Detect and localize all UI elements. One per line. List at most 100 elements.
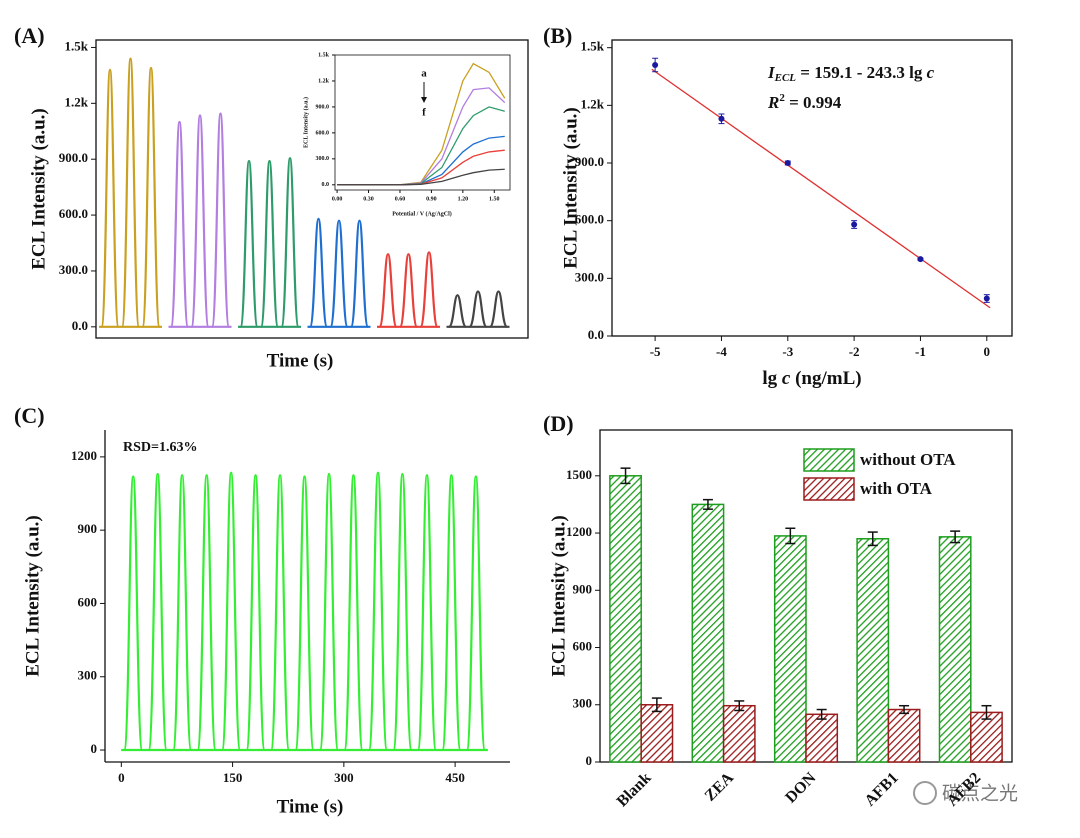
x-tick-label: 0.30 <box>363 196 374 202</box>
y-tick-label: 1.5k <box>65 38 89 53</box>
x-tick-label: 0 <box>984 344 991 359</box>
y-tick-label: 900.0 <box>59 150 88 165</box>
peak <box>141 66 161 328</box>
y-axis-label: ECL Intensity (a.u.) <box>560 107 581 269</box>
legend-label: without OTA <box>860 450 956 469</box>
y-tick-label: 900 <box>573 581 593 596</box>
peak <box>343 474 364 752</box>
y-tick-label: 1500 <box>566 467 592 482</box>
peak <box>392 472 413 752</box>
bar <box>938 536 972 763</box>
peak <box>349 219 370 328</box>
plot-frame <box>334 54 511 191</box>
y-tick-label: 600.0 <box>575 212 604 227</box>
peak <box>488 290 509 328</box>
y-tick-label: 300 <box>78 668 98 683</box>
y-tick-label: 1200 <box>71 448 97 463</box>
y-tick-label: 0.0 <box>72 318 88 333</box>
x-tick-label: -1 <box>915 344 926 359</box>
annotation: RSD=1.63% <box>123 440 197 455</box>
legend-swatch <box>803 477 855 501</box>
peak <box>468 290 488 328</box>
plot-frame <box>611 39 1013 337</box>
peak <box>280 157 300 328</box>
watermark: 碳点之光 <box>942 783 1018 805</box>
r-squared: R2 = 0.994 <box>767 92 842 112</box>
x-tick-label: -3 <box>782 344 793 359</box>
annotation: a <box>421 68 427 80</box>
bar <box>856 538 890 763</box>
peak <box>367 471 389 752</box>
curve <box>337 149 505 186</box>
peak <box>447 294 468 328</box>
peak <box>416 474 438 752</box>
y-tick-label: 1.2k <box>318 78 330 84</box>
point <box>652 61 659 68</box>
x-tick-label: -5 <box>650 344 661 359</box>
peak <box>378 253 398 328</box>
bar <box>805 713 839 763</box>
r-squared-part: 2 <box>779 92 785 104</box>
curve <box>337 106 505 186</box>
bar <box>970 711 1003 763</box>
bar <box>887 708 921 763</box>
watermark-icon <box>913 781 937 805</box>
y-axis-label: ECL Intensity (a.u.) <box>302 97 309 148</box>
x-tick-label: -2 <box>849 344 860 359</box>
y-tick-label: 600.0 <box>316 130 330 136</box>
peak <box>465 475 486 752</box>
y-axis-label: ECL Intensity (a.u.) <box>28 108 49 270</box>
peak <box>147 472 168 752</box>
x-axis-label: lg c (ng/mL) <box>762 368 861 389</box>
arrow-head <box>421 97 427 103</box>
point <box>917 256 924 263</box>
x-tick-label: 0.00 <box>332 196 343 202</box>
x-axis-label: Potential / V (Ag/AgCl) <box>392 210 452 217</box>
y-tick-label: 600 <box>573 639 593 654</box>
y-tick-label: 1.2k <box>581 96 605 111</box>
panel-label: (A) <box>14 23 45 48</box>
y-tick-label: 0 <box>586 753 593 768</box>
y-tick-label: 300.0 <box>316 156 330 162</box>
curve <box>337 87 506 186</box>
curve <box>337 135 505 186</box>
x-tick-label: 0 <box>118 770 125 785</box>
point <box>784 160 791 167</box>
equation-part: c <box>927 63 935 82</box>
panel-label: (B) <box>543 23 572 48</box>
x-tick-label: Blank <box>614 769 655 810</box>
peak <box>245 474 266 752</box>
curve <box>337 168 505 186</box>
peak <box>441 474 462 752</box>
x-tick-label: 1.50 <box>489 196 500 202</box>
peak <box>239 159 259 328</box>
peak <box>398 253 419 328</box>
bar <box>722 704 756 763</box>
r-squared-part: R <box>767 93 779 112</box>
equation-part: = 159.1 - 243.3 lg <box>796 63 927 82</box>
peak <box>100 68 120 328</box>
peak <box>123 475 144 752</box>
peak <box>259 159 280 328</box>
x-tick-label: -4 <box>716 344 727 359</box>
x-tick-label: 0.60 <box>395 196 406 202</box>
peak <box>120 57 141 328</box>
fit-line <box>651 68 991 309</box>
annotation: f <box>422 107 426 119</box>
y-tick-label: 0 <box>91 741 98 756</box>
curve <box>337 62 506 186</box>
x-axis-label-var: c <box>782 368 791 389</box>
x-tick-label: AFB1 <box>862 769 902 809</box>
bar <box>691 503 725 763</box>
x-tick-label: 450 <box>445 770 465 785</box>
peak <box>318 472 340 752</box>
y-tick-label: 1.5k <box>318 52 330 58</box>
x-axis-label: Time (s) <box>277 796 344 817</box>
y-tick-label: 300.0 <box>575 269 604 284</box>
peak <box>329 219 349 328</box>
equation: IECL = 159.1 - 243.3 lg c <box>767 63 935 84</box>
x-tick-label: 150 <box>223 770 243 785</box>
y-tick-label: 900.0 <box>575 154 604 169</box>
peak <box>210 112 231 328</box>
y-axis-label: ECL Intensity (a.u.) <box>548 515 569 677</box>
